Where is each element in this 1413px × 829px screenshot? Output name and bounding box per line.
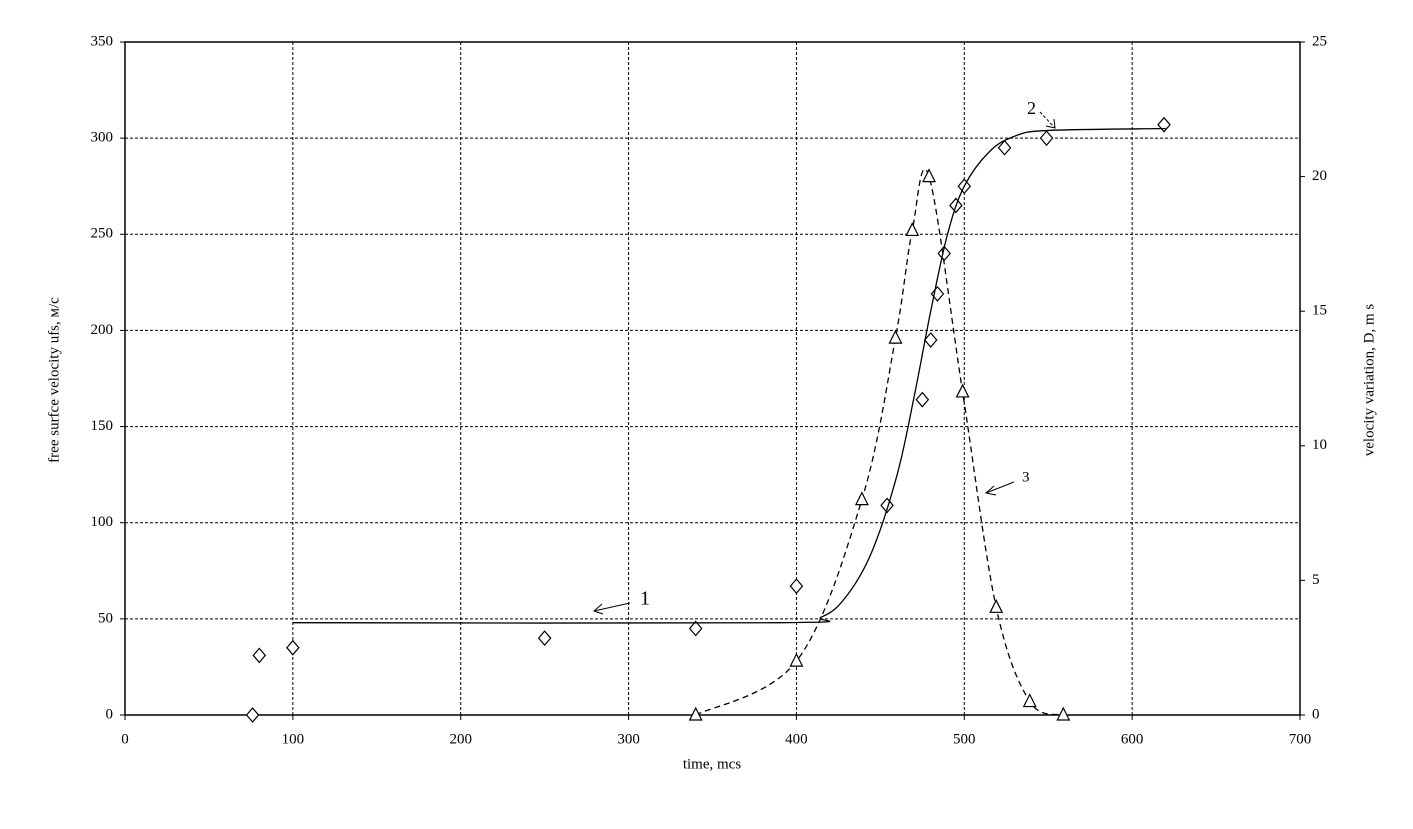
series-line bbox=[695, 168, 1064, 716]
triangle-point bbox=[922, 168, 937, 183]
diamond-point bbox=[997, 139, 1012, 156]
y-tick-label: 350 bbox=[91, 33, 114, 49]
triangle-point bbox=[1056, 706, 1071, 721]
diamond-point bbox=[1157, 116, 1171, 133]
triangle-point bbox=[888, 329, 903, 344]
x-axis-label: time, mcs bbox=[683, 756, 741, 772]
annotation-arrow bbox=[593, 602, 631, 612]
y2-tick-label: 25 bbox=[1312, 33, 1327, 49]
triangle-point bbox=[955, 383, 970, 398]
x-tick-label: 500 bbox=[953, 731, 976, 747]
annotation: 1 bbox=[640, 588, 650, 610]
y-tick-label: 200 bbox=[91, 322, 114, 338]
y2-tick-label: 10 bbox=[1312, 437, 1327, 453]
triangle-point bbox=[905, 222, 920, 237]
triangle-point bbox=[688, 706, 703, 721]
x-tick-label: 200 bbox=[449, 731, 472, 747]
annotation-arrow bbox=[593, 603, 604, 615]
x-tick-label: 300 bbox=[617, 731, 640, 747]
annotation-arrow bbox=[985, 481, 1015, 494]
y-tick-label: 300 bbox=[91, 130, 114, 146]
plot-frame bbox=[124, 41, 1301, 716]
diamond-point bbox=[688, 620, 703, 637]
y2-tick-label: 15 bbox=[1312, 303, 1327, 319]
y-axis-label: free surfce velocity ufs, м/с bbox=[46, 297, 62, 463]
diamond-point bbox=[286, 639, 300, 656]
plot bbox=[245, 116, 1171, 723]
series-line bbox=[292, 127, 1166, 624]
y2-tick-label: 20 bbox=[1312, 168, 1327, 184]
y-tick-label: 150 bbox=[91, 418, 114, 434]
diamond-point bbox=[1039, 130, 1054, 147]
annotation-arrow bbox=[984, 485, 997, 496]
annotation-arrow bbox=[1039, 111, 1056, 129]
x-tick-label: 100 bbox=[282, 731, 305, 747]
annotation-arrow bbox=[1045, 118, 1056, 129]
x-tick-label: 700 bbox=[1289, 731, 1312, 747]
y-tick-label: 100 bbox=[91, 514, 114, 530]
diamond-point bbox=[537, 630, 552, 647]
diamond-point bbox=[923, 332, 938, 348]
diamond-point bbox=[915, 391, 930, 408]
x-tick-label: 600 bbox=[1121, 731, 1144, 747]
y2-tick-label: 0 bbox=[1312, 706, 1320, 722]
triangle-point bbox=[1022, 693, 1037, 708]
diamond-point bbox=[252, 647, 267, 664]
y2-axis-label: velocity variation, D, m s bbox=[1361, 304, 1377, 457]
y2-tick-label: 5 bbox=[1312, 572, 1320, 588]
annotation: 2 bbox=[1027, 98, 1036, 118]
diamond-point bbox=[880, 497, 894, 514]
diamond-point bbox=[789, 578, 804, 595]
diamond-point bbox=[245, 707, 260, 723]
triangle-point bbox=[854, 491, 869, 506]
triangle-point bbox=[789, 652, 804, 667]
x-tick-label: 0 bbox=[121, 731, 129, 747]
x-tick-label: 400 bbox=[785, 731, 808, 747]
y-tick-label: 250 bbox=[91, 226, 114, 242]
triangle-point bbox=[989, 598, 1004, 613]
y-tick-label: 0 bbox=[106, 706, 114, 722]
annotation: 3 bbox=[1022, 469, 1030, 485]
y-tick-label: 50 bbox=[98, 610, 113, 626]
